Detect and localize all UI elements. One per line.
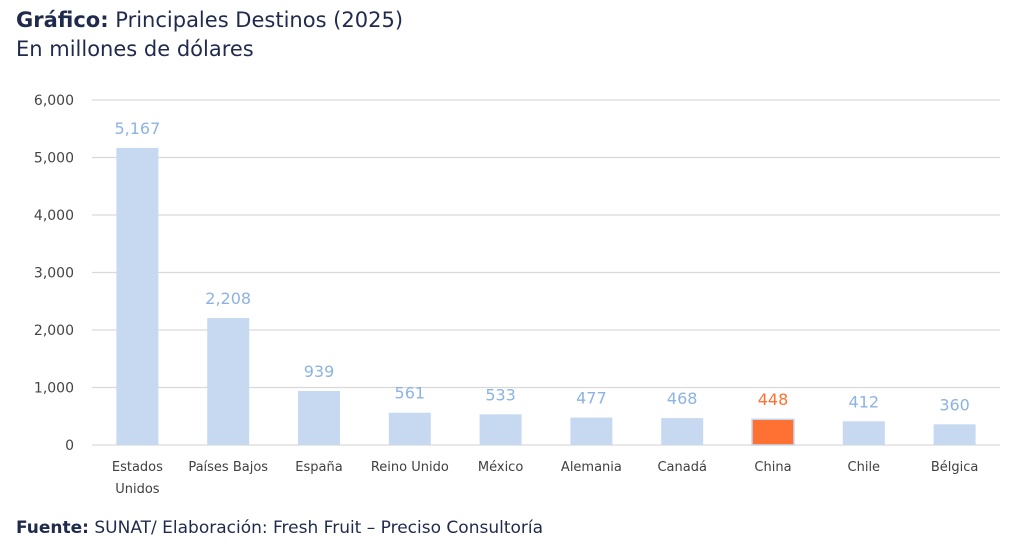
title-prefix: Gráfico:: [16, 8, 109, 32]
data-label: 561: [395, 384, 426, 403]
y-tick-label: 2,000: [34, 323, 74, 339]
data-labels: 5,167 2,208 939 561 533 477 468 448 412 360: [114, 119, 969, 414]
y-tick-label: 0: [65, 438, 74, 454]
y-tick-label: 4,000: [34, 208, 74, 224]
chart-title: Gráfico: Principales Destinos (2025) En …: [16, 6, 403, 64]
bar-estados-unidos: [116, 147, 159, 445]
bar-españa: [298, 391, 340, 445]
y-axis-ticks: 0 1,000 2,000 3,000 4,000 5,000 6,000: [34, 93, 74, 454]
y-tick-label: 1,000: [34, 381, 74, 397]
x-tick-label: Chile: [848, 460, 881, 475]
bar-méxico: [479, 414, 522, 445]
x-tick-label: Países Bajos: [188, 460, 268, 475]
data-label: 468: [667, 389, 698, 408]
data-label: 448: [758, 390, 789, 409]
source-prefix: Fuente:: [16, 518, 89, 538]
x-tick-label: Canadá: [657, 460, 706, 475]
bar-chile: [842, 421, 885, 445]
data-label: 533: [485, 385, 516, 404]
x-tick-label: Estados: [112, 460, 163, 475]
title-text: Principales Destinos (2025): [108, 8, 404, 32]
bar-países-bajos: [207, 318, 250, 445]
bar-alemania: [570, 417, 613, 445]
x-tick-label: China: [754, 460, 791, 475]
x-tick-label: México: [478, 460, 523, 475]
data-label: 360: [939, 395, 970, 414]
source-text: SUNAT/ Elaboración: Fresh Fruit – Precis…: [88, 518, 544, 538]
source-note: Fuente: SUNAT/ Elaboración: Fresh Fruit …: [16, 518, 543, 538]
y-tick-label: 6,000: [34, 93, 74, 109]
data-label: 412: [849, 392, 880, 411]
data-label: 2,208: [205, 289, 251, 308]
x-tick-label: Bélgica: [931, 460, 979, 475]
data-label: 477: [576, 389, 607, 408]
data-label: 5,167: [114, 119, 160, 138]
y-tick-label: 5,000: [34, 151, 74, 167]
x-tick-label: Reino Unido: [371, 460, 449, 475]
data-label: 939: [304, 362, 335, 381]
bar-bélgica: [933, 424, 976, 445]
y-tick-label: 3,000: [34, 266, 74, 282]
bar-reino-unido: [388, 412, 431, 445]
chart-subtitle: En millones de dólares: [16, 37, 254, 61]
x-tick-label: España: [295, 460, 342, 475]
x-axis-labels: Estados Unidos Países Bajos España Reino Uni…: [112, 460, 978, 497]
bars: [116, 147, 976, 446]
x-tick-label: Unidos: [115, 482, 160, 497]
x-tick-label: Alemania: [561, 460, 622, 475]
bar-canadá: [661, 418, 704, 445]
bar-china: [751, 418, 795, 446]
